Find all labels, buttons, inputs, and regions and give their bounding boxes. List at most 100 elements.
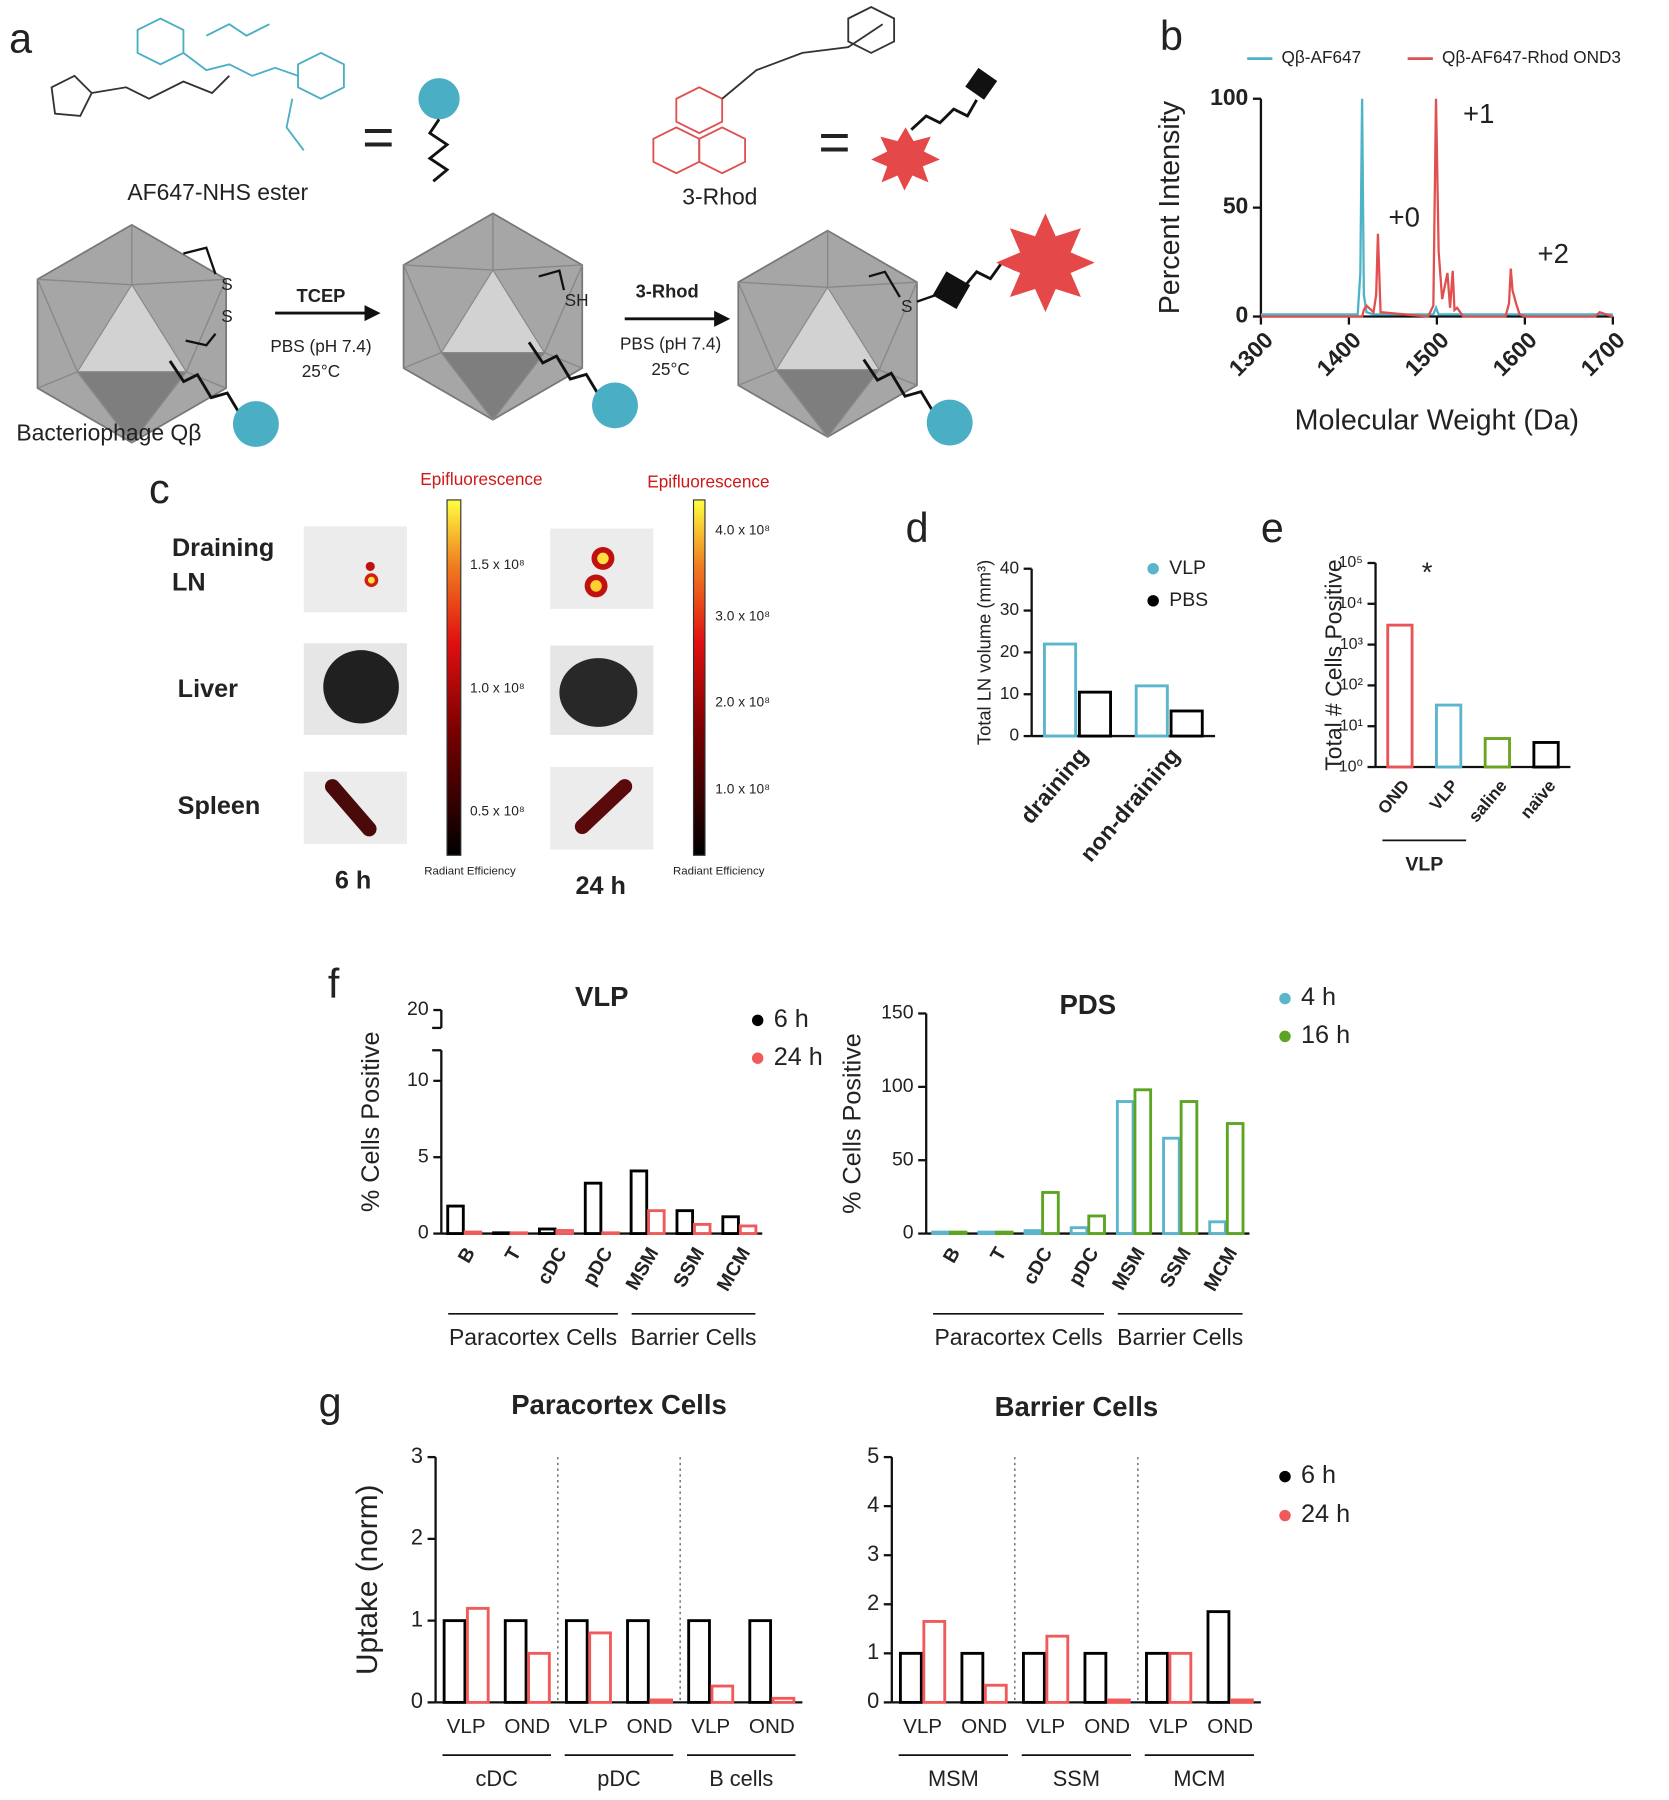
bar bbox=[931, 1230, 950, 1236]
bar bbox=[583, 1181, 603, 1236]
row-label: Liver bbox=[178, 675, 238, 703]
bar bbox=[1208, 1220, 1227, 1236]
capsid-edge bbox=[36, 279, 79, 373]
bar bbox=[463, 1230, 483, 1236]
bar bbox=[537, 1227, 557, 1236]
group-label: cDC bbox=[476, 1766, 518, 1791]
x-tick-label: VLP bbox=[447, 1715, 486, 1738]
thiol: SH bbox=[565, 290, 589, 310]
bar bbox=[1022, 1651, 1046, 1704]
y-tick-label: 10³ bbox=[1340, 635, 1364, 653]
y-tick-label: 0 bbox=[411, 1688, 423, 1713]
bar bbox=[960, 1651, 985, 1704]
x-tick-label: B bbox=[454, 1244, 480, 1267]
bar bbox=[1435, 703, 1463, 769]
rhod-icon bbox=[871, 127, 940, 191]
annotation: +2 bbox=[1538, 238, 1569, 269]
chart-title: VLP bbox=[575, 981, 628, 1012]
bar bbox=[771, 1696, 796, 1704]
dye-structure bbox=[50, 17, 345, 151]
bar bbox=[1087, 1214, 1106, 1236]
legend-label: 24 h bbox=[774, 1043, 823, 1071]
x-tick-label: saline bbox=[1464, 776, 1511, 826]
bar bbox=[1206, 1610, 1231, 1704]
bar bbox=[738, 1224, 758, 1236]
bond bbox=[538, 269, 566, 291]
legend-marker bbox=[751, 1052, 764, 1064]
colorbar-unit: Radiant Efficiency bbox=[424, 865, 516, 877]
x-tick-label: pDC bbox=[1064, 1244, 1103, 1290]
bar bbox=[1532, 741, 1560, 769]
y-tick-label: 10 bbox=[407, 1069, 429, 1091]
bar bbox=[1169, 709, 1204, 738]
y-tick-label: 0 bbox=[903, 1222, 914, 1244]
linker-icon bbox=[910, 99, 978, 131]
capsid-edge bbox=[185, 279, 227, 373]
legend-marker bbox=[1279, 992, 1291, 1005]
bar bbox=[564, 1619, 589, 1704]
group-label: MCM bbox=[1173, 1766, 1225, 1791]
bar bbox=[1069, 1226, 1089, 1236]
bar bbox=[687, 1619, 711, 1704]
bar bbox=[721, 1215, 740, 1236]
x-tick-label: cDC bbox=[1019, 1244, 1058, 1289]
bar bbox=[983, 1683, 1008, 1704]
x-tick-label: VLP bbox=[1425, 776, 1462, 814]
panel-label: a bbox=[9, 15, 32, 61]
y-tick-label: 20 bbox=[1000, 641, 1019, 661]
panel-label: d bbox=[906, 505, 929, 551]
y-tick-label: 10¹ bbox=[1340, 716, 1363, 734]
x-tick-label: VLP bbox=[1026, 1715, 1065, 1738]
bar bbox=[748, 1619, 773, 1704]
chart: 0 50 100 1300 1400 1500 1600 1700 Percent Intens… bbox=[1154, 47, 1630, 436]
dye-icon bbox=[592, 382, 638, 429]
y-tick-label: 10 bbox=[1000, 683, 1019, 703]
sulfur: S bbox=[221, 306, 232, 326]
capsid-edge bbox=[131, 278, 227, 286]
x-tick-label: MSM bbox=[622, 1244, 664, 1294]
bar bbox=[1106, 1698, 1131, 1704]
y-tick-label: 2 bbox=[867, 1590, 879, 1615]
x-tick-label: VLP bbox=[1149, 1715, 1188, 1738]
legend-label: 6 h bbox=[774, 1005, 809, 1033]
y-tick-label: 0 bbox=[1009, 725, 1019, 745]
phage-label: Bacteriophage Qβ bbox=[16, 420, 201, 446]
colorbar-tick: 4.0 x 10⁸ bbox=[715, 523, 770, 538]
bar bbox=[465, 1606, 490, 1704]
capsid-edge bbox=[737, 281, 777, 371]
capsid-edge bbox=[827, 281, 918, 288]
x-tick-label: OND bbox=[1084, 1715, 1130, 1738]
x-tick-label: 1300 bbox=[1223, 327, 1277, 381]
colorbar bbox=[446, 499, 462, 856]
bar bbox=[994, 1230, 1014, 1236]
legend-marker bbox=[1279, 1030, 1291, 1043]
x-tick-label: T bbox=[986, 1244, 1011, 1265]
row-label-box: Draining LN bbox=[172, 533, 274, 596]
chart-title: PDS bbox=[1060, 989, 1117, 1020]
colorbar bbox=[692, 499, 706, 856]
capsid-edge bbox=[878, 281, 918, 371]
temperature: 25°C bbox=[651, 359, 689, 379]
x-tick-label: OND bbox=[961, 1715, 1007, 1738]
x-tick-label: naïve bbox=[1516, 776, 1560, 823]
group-label: Paracortex Cells bbox=[449, 1324, 617, 1350]
dye-icon bbox=[418, 78, 460, 120]
y-tick-label: 0 bbox=[867, 1688, 879, 1713]
capsid-edge bbox=[878, 369, 918, 386]
tissue-images bbox=[303, 526, 654, 850]
x-tick-label: MSM bbox=[1108, 1244, 1150, 1294]
linker-icon bbox=[427, 118, 450, 183]
x-tick-label: OND bbox=[1207, 1715, 1253, 1738]
y-axis-label: Total LN volume (mm³) bbox=[974, 560, 995, 745]
y-tick-label: 50 bbox=[1223, 193, 1248, 219]
bar bbox=[649, 1698, 674, 1704]
time-label: 24 h bbox=[575, 872, 625, 900]
capsid-edge bbox=[186, 371, 227, 389]
capsid-edge bbox=[403, 352, 442, 369]
equals-sign: = bbox=[818, 110, 850, 172]
legend-label: 4 h bbox=[1301, 983, 1336, 1011]
capsid-edge bbox=[738, 369, 777, 386]
x-tick-label: 1500 bbox=[1399, 327, 1453, 381]
colorbar-tick: 2.0 x 10⁸ bbox=[715, 694, 770, 709]
